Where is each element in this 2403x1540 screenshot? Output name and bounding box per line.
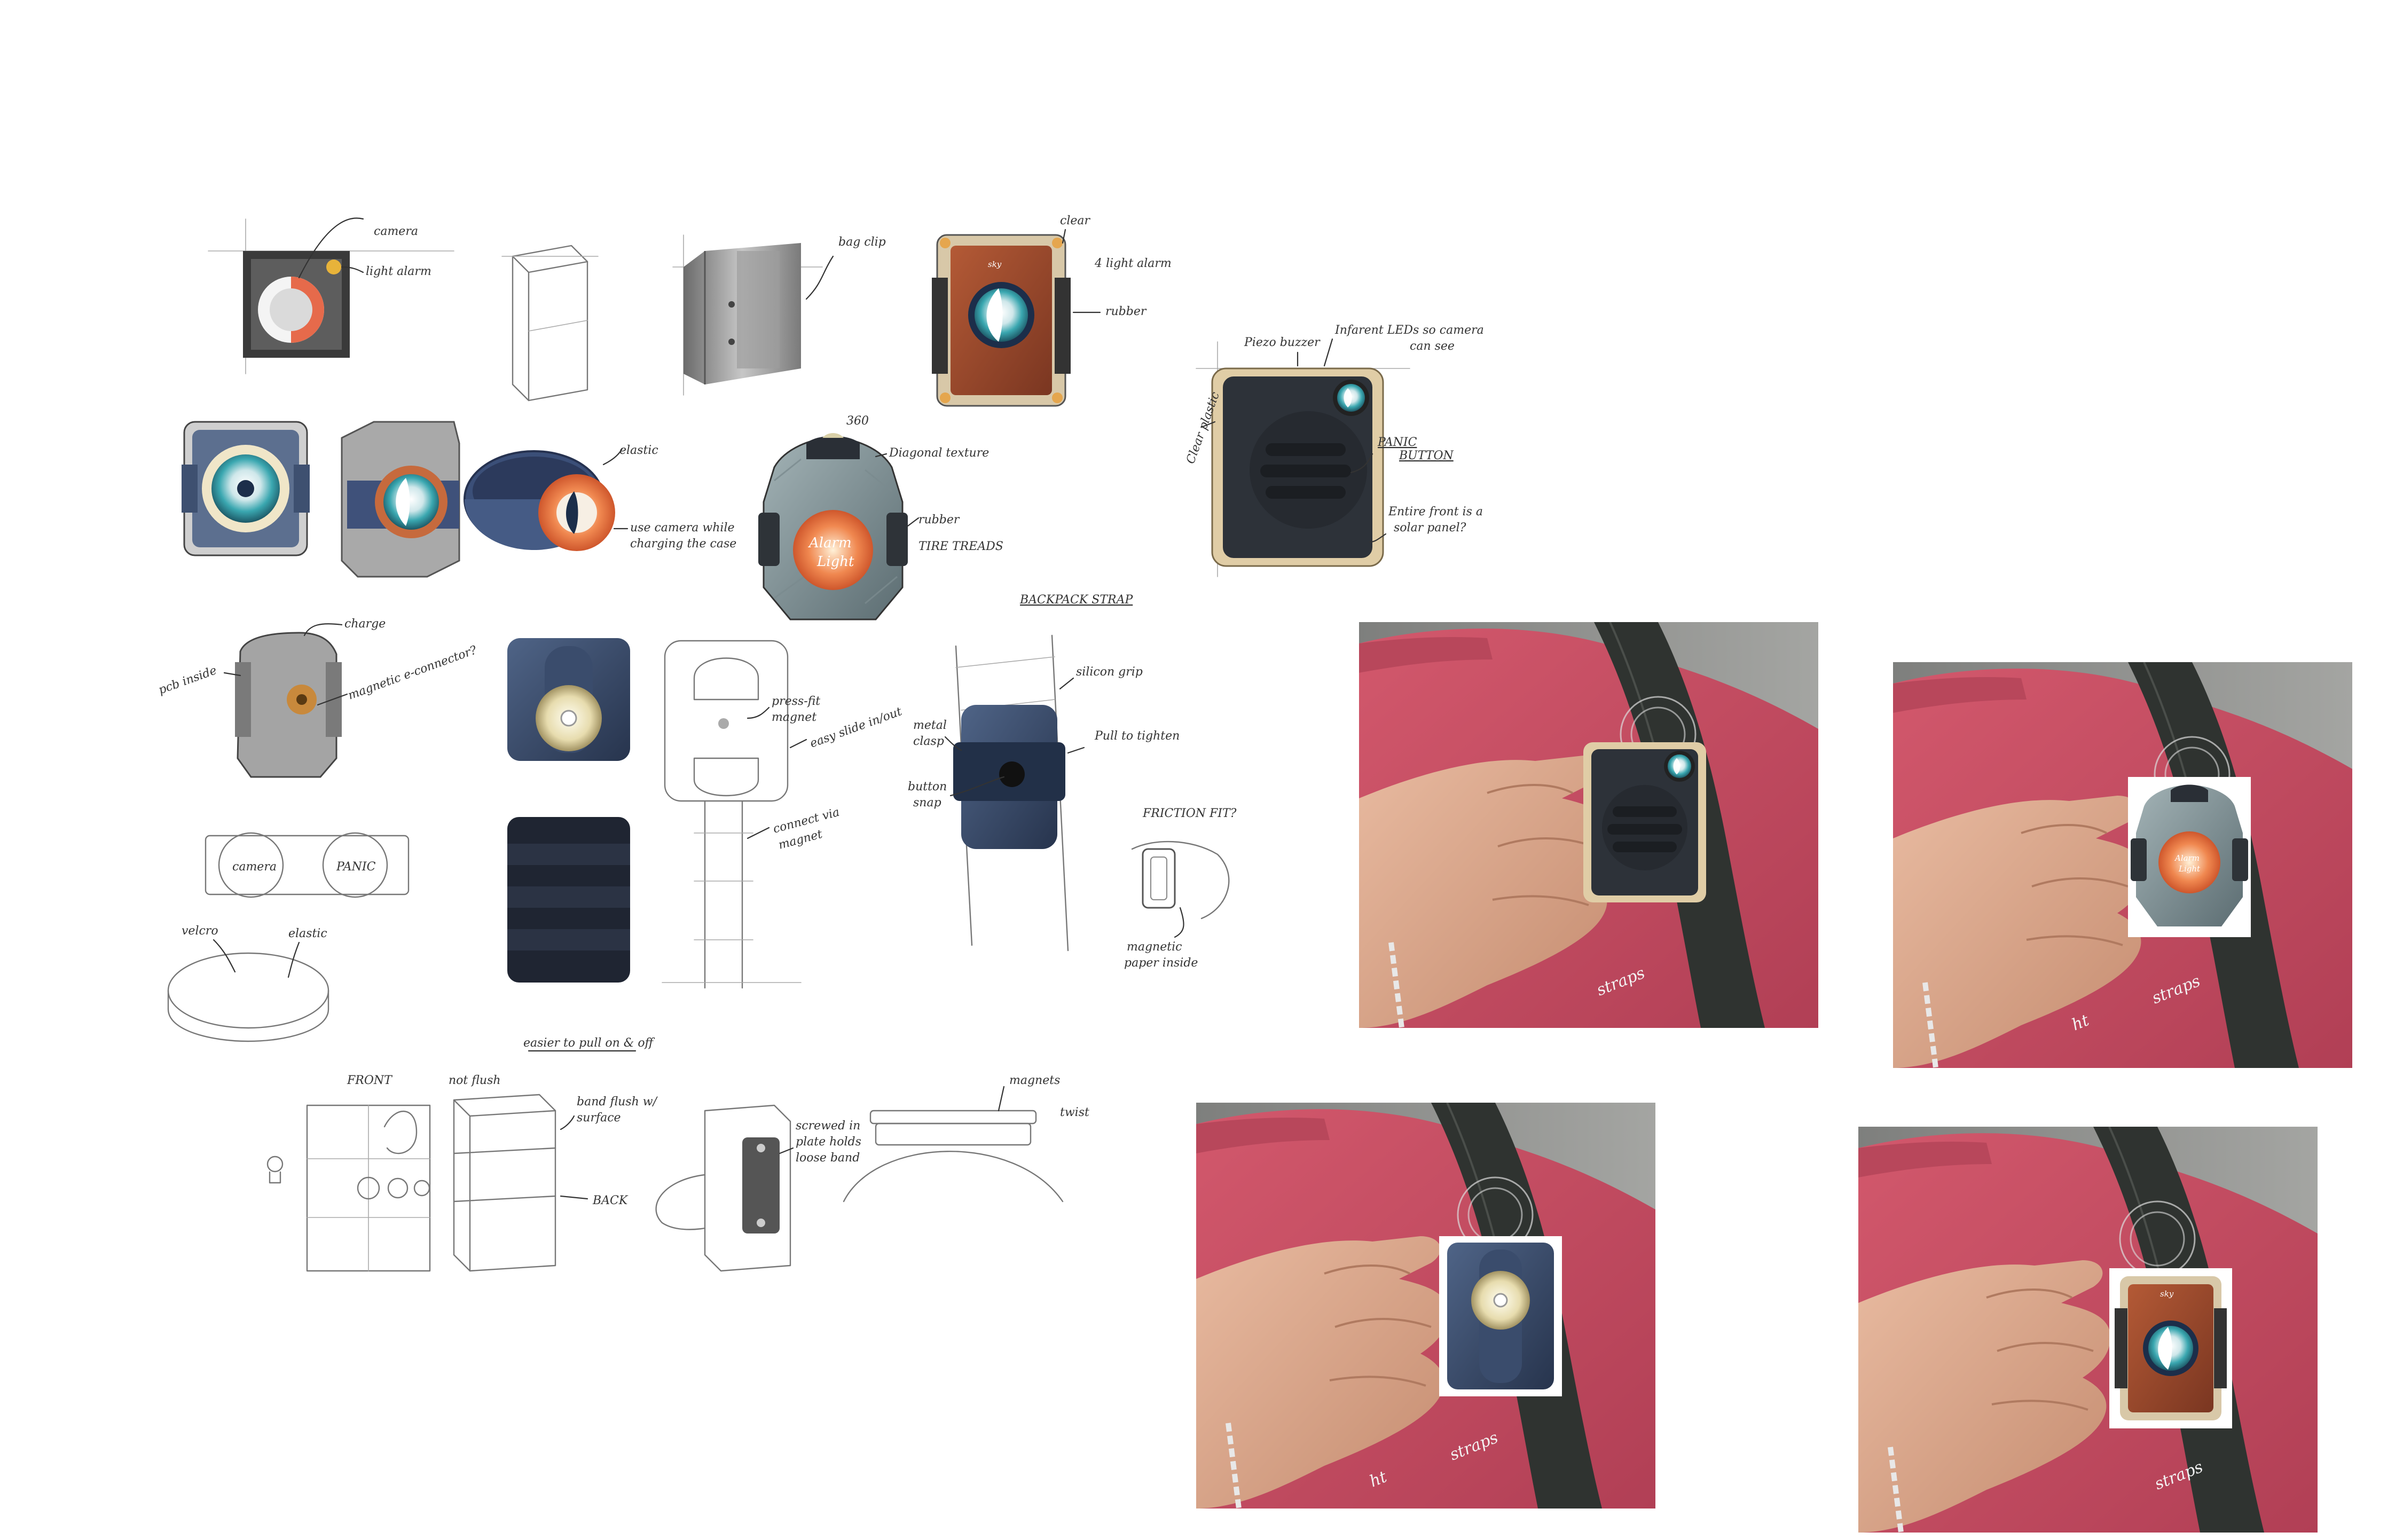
annotation-easy-slide: easy slide in/out [808,705,904,751]
annotation-metal-clasp-2: clasp [913,735,944,748]
concept-wireframe-slide: press-fit magnet easy slide in/out conne… [662,640,904,989]
annotation-clear: clear [1060,214,1090,227]
annotation-screwed-2: plate holds [796,1135,861,1149]
annotation-press-fit-1: press-fit [772,695,820,708]
annotation-light-alarm: light alarm [366,265,431,278]
annotation-not-flush: not flush [449,1074,501,1087]
annotation-elastic-top: elastic [619,444,658,457]
concept-velcro-ring: velcro elastic [167,924,329,1042]
annotation-twist: twist [1060,1106,1089,1119]
concept-dark-square: camera light alarm [208,217,454,374]
annotation-pull-to-tighten: Pull to tighten [1094,729,1180,743]
annotation-charge: charge [344,617,386,631]
concept-brown-device: sky clear 4 light alarm rubber [932,214,1172,407]
annotation-front: FRONT [347,1074,393,1087]
concept-grey-cube [341,421,460,578]
concept-ortho-front: easier to pull on & off FRONT [266,1036,655,1272]
concept-friction-fit: FRICTION FIT? magnetic paper inside [1124,807,1237,970]
annotation-camera-button: camera [232,860,277,874]
annotation-back: BACK [592,1194,629,1207]
annotation-camera: camera [374,225,418,238]
annotation-magnetic-paper-1: magnetic [1127,940,1182,954]
annotation-infrared-leds-2: can see [1410,340,1455,353]
annotation-band-flush-2: surface [577,1111,621,1125]
annotation-piezo-buzzer: Piezo buzzer [1244,336,1321,349]
device-alarm-label: Alarm [808,535,852,551]
annotation-band-flush-1: band flush w/ [577,1095,658,1109]
annotation-button-snap-2: snap [913,796,941,810]
concept-magnet-twist: magnets twist [843,1074,1089,1203]
concept-camera-panic: camera PANIC [205,832,410,898]
annotation-screwed-1: screwed in [796,1119,860,1133]
concept-navy-square [182,421,310,556]
annotation-screwed-3: loose band [796,1151,860,1165]
annotation-rubber-top: rubber [1105,305,1147,318]
concept-panic-device: Piezo buzzer Infarent LEDs so camera can… [1184,324,1484,577]
device-light-label: Light [816,554,854,570]
photo-navy-device: ht straps [1196,1103,1655,1508]
concept-wireframe-block [501,245,599,402]
annotation-easier-pull: easier to pull on & off [523,1036,655,1050]
annotation-360: 360 [846,414,869,428]
light-alarm-icon [326,260,341,274]
annotation-tire-treads: TIRE TREADS [918,540,1003,553]
annotation-rubber-mid: rubber [918,513,960,527]
annotation-use-camera-2: charging the case [630,537,736,551]
annotation-magnets: magnets [1009,1074,1060,1087]
photo-panic-device: straps [1359,622,1818,1028]
annotation-magnetic-paper-2: paper inside [1124,956,1198,970]
magnet-icon [296,694,307,705]
annotation-silicon-grip: silicon grip [1076,665,1143,679]
annotation-diagonal-texture: Diagonal texture [889,446,989,460]
annotation-press-fit-2: magnet [772,711,816,724]
concept-bag-clip: bag clip [672,234,886,396]
annotation-metal-clasp-1: metal [913,719,947,732]
photo-brown-device: sky straps [1858,1127,2318,1533]
annotation-bag-clip: bag clip [838,235,886,249]
annotation-panic-circle: PANIC [336,860,376,874]
concept-ortho-side: not flush band flush w/ surface BACK [449,1074,658,1272]
concept-alarm-light-device: Alarm Light 360 Diagonal texture rubber … [758,414,1003,620]
concept-navy-slide [507,638,630,983]
concept-backpack-strap: BACKPACK STRAP silicon grip metal clasp … [908,593,1180,952]
annotation-solar-panel-1: Entire front is a [1388,505,1483,518]
annotation-magnetic-connector: magnetic e-connector? [347,643,479,703]
annotation-pcb-inside: pcb inside [157,664,219,697]
annotation-infrared-leds-1: Infarent LEDs so camera [1334,324,1484,337]
device-sky-label: sky [988,260,1002,269]
photo-sky-label: sky [2160,1289,2174,1299]
photo-light-label: Light [2178,864,2201,874]
annotation-backpack-strap: BACKPACK STRAP [1019,593,1133,607]
photo-alarm-label: Alarm [2174,853,2200,863]
annotation-use-camera-1: use camera while [630,521,735,535]
annotation-panic-button-1: PANIC [1377,436,1417,449]
annotation-elastic-bottom: elastic [288,927,327,940]
concept-elastic-band: elastic use camera while charging the ca… [464,444,736,551]
alarm-light-icon [793,510,873,590]
annotation-button-snap-1: button [908,780,947,793]
annotation-4-light-alarm: 4 light alarm [1094,257,1172,270]
concept-charging-pod: charge pcb inside magnetic e-connector? [157,617,479,778]
photo-alarm-device: Alarm Light ht straps [1893,662,2352,1068]
annotation-panic-button-2: BUTTON [1399,449,1454,462]
annotation-solar-panel-2: solar panel? [1394,521,1466,535]
annotation-friction-fit: FRICTION FIT? [1142,807,1237,820]
annotation-velcro: velcro [182,924,218,938]
concept-ortho-back: screwed in plate holds loose band [655,1104,861,1272]
